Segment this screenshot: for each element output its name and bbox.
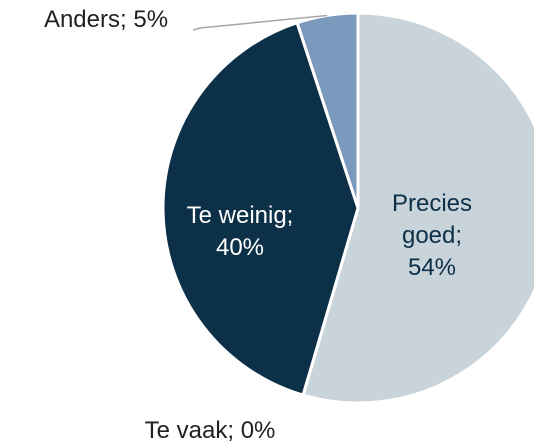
category-label: Te vaak; [144, 417, 235, 444]
category-label: Anders; [43, 6, 127, 33]
pie-slice [161, 20, 360, 397]
category-label: Precies goed; [391, 190, 473, 249]
value-label: 5% [133, 6, 169, 33]
value-label: 40% [215, 234, 265, 261]
value-label: 0% [240, 417, 276, 444]
category-label: Te weinig; [186, 202, 294, 229]
pie-slice [301, 11, 534, 405]
slice-label: Anders; 5% [6, 4, 206, 36]
slice-label: Precies goed; 54% [382, 188, 482, 284]
slice-label: Te weinig; 40% [165, 200, 315, 264]
leader-line [192, 14, 328, 31]
slice-label: Te vaak; 0% [110, 415, 310, 447]
value-label: 54% [407, 254, 457, 281]
